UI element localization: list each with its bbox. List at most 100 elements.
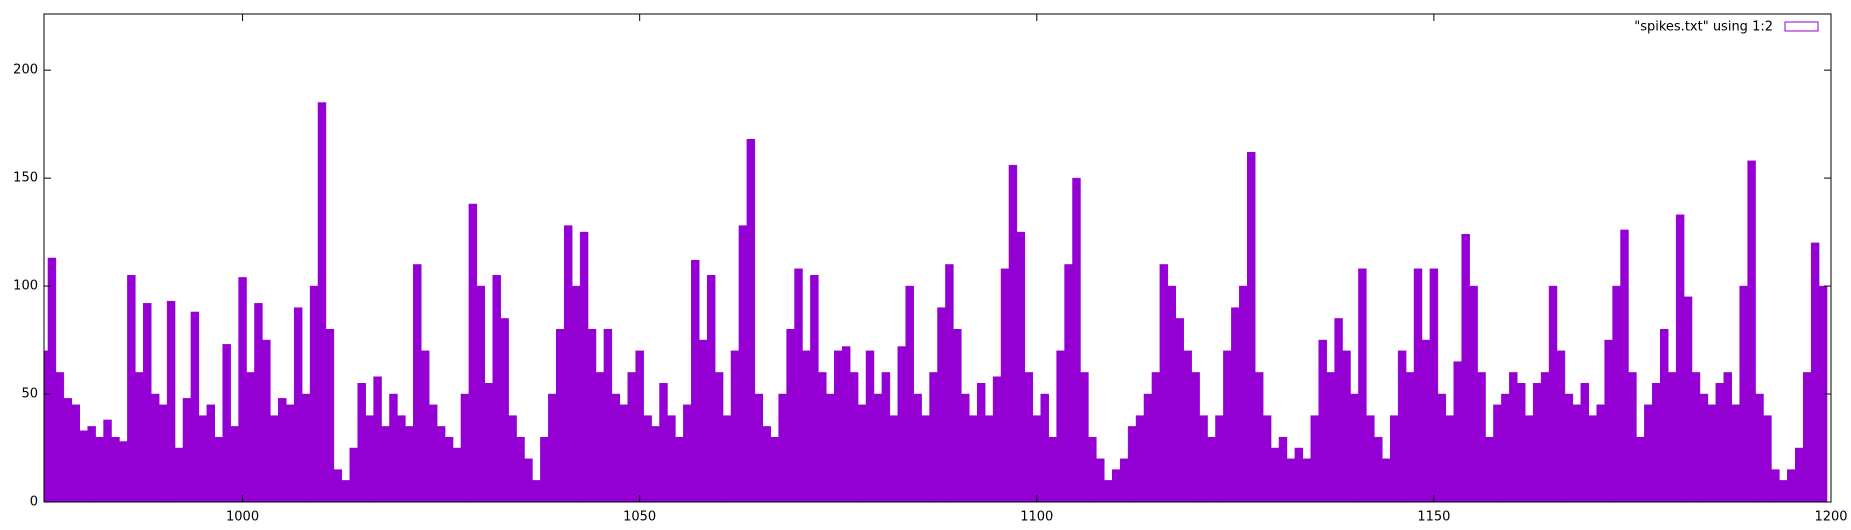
bar (1254, 372, 1264, 502)
bar (1405, 372, 1415, 502)
bar (1620, 229, 1629, 502)
bar (1787, 469, 1796, 502)
bar (698, 339, 708, 502)
bar (381, 426, 390, 502)
bar (945, 264, 954, 502)
bar (857, 404, 867, 502)
bar (1342, 350, 1351, 502)
bar (691, 259, 700, 502)
bar (1659, 329, 1669, 502)
plot-area (44, 102, 1828, 502)
bar (595, 372, 605, 502)
bar (1104, 480, 1113, 502)
bar (1723, 372, 1732, 502)
bar (1088, 436, 1097, 502)
y-tick-label: 200 (13, 63, 38, 78)
bar (802, 350, 811, 502)
bar (556, 329, 565, 502)
bar (794, 268, 803, 502)
bar (921, 415, 930, 502)
bar (1199, 415, 1208, 502)
bar (278, 398, 287, 502)
bar (587, 329, 597, 502)
bar (841, 346, 851, 502)
bar (206, 404, 216, 502)
bar (333, 469, 343, 502)
bar (810, 275, 819, 502)
bar (309, 285, 319, 502)
bar (1469, 285, 1478, 502)
bar (1509, 372, 1518, 502)
bar (238, 277, 247, 502)
bar (667, 415, 676, 502)
bar (953, 329, 962, 502)
bar (1358, 268, 1367, 502)
bar (1715, 382, 1725, 502)
bar (1540, 372, 1550, 502)
bar (1032, 415, 1041, 502)
bar (873, 393, 883, 502)
bar (1016, 231, 1026, 502)
bar (1413, 268, 1423, 502)
bar (1064, 264, 1073, 502)
bar (95, 436, 104, 502)
bar (897, 346, 906, 502)
bar (1183, 350, 1192, 502)
bar (254, 303, 263, 502)
bar (119, 441, 128, 502)
bar (889, 415, 899, 502)
bar (579, 231, 589, 502)
bar (762, 426, 771, 502)
bar (1461, 233, 1470, 502)
bar (563, 225, 573, 502)
bar (1127, 426, 1137, 502)
bar (1246, 151, 1256, 502)
bar (135, 372, 144, 502)
bar (738, 225, 748, 502)
bar (1040, 393, 1049, 502)
bar (929, 372, 938, 502)
y-tick-label: 50 (21, 387, 38, 402)
bar (1675, 214, 1685, 502)
bar (976, 382, 986, 502)
bar (984, 415, 994, 502)
bar (357, 382, 366, 502)
bar (484, 382, 493, 502)
bar (1334, 318, 1343, 502)
bar (913, 393, 922, 502)
bar (373, 376, 382, 502)
y-tick-label: 0 (30, 495, 38, 510)
bar (1747, 160, 1756, 502)
bar (1652, 382, 1661, 502)
bar (1135, 415, 1145, 502)
bar (397, 415, 406, 502)
bar (659, 382, 668, 502)
bar (389, 393, 398, 502)
bar (754, 393, 764, 502)
bar (1485, 436, 1494, 502)
bar (1691, 372, 1701, 502)
bar (1604, 339, 1613, 502)
bar (246, 372, 255, 502)
bar (1278, 436, 1288, 502)
bar (1119, 458, 1129, 502)
bar (961, 393, 970, 502)
bar (1596, 404, 1605, 502)
x-tick-label: 1100 (1020, 510, 1053, 525)
bar (1382, 458, 1391, 502)
x-tick-label: 1050 (623, 510, 656, 525)
bar (198, 415, 208, 502)
bar (500, 318, 509, 502)
bar (1048, 436, 1057, 502)
bar (619, 404, 629, 502)
bar (301, 393, 311, 502)
bar (992, 376, 1002, 502)
bar (611, 393, 621, 502)
bar (1564, 393, 1574, 502)
bar (1517, 382, 1526, 502)
bar (452, 447, 462, 502)
legend-label: "spikes.txt" using 1:2 (1634, 20, 1773, 35)
plot-frame (43, 13, 1832, 503)
bar (341, 480, 351, 502)
